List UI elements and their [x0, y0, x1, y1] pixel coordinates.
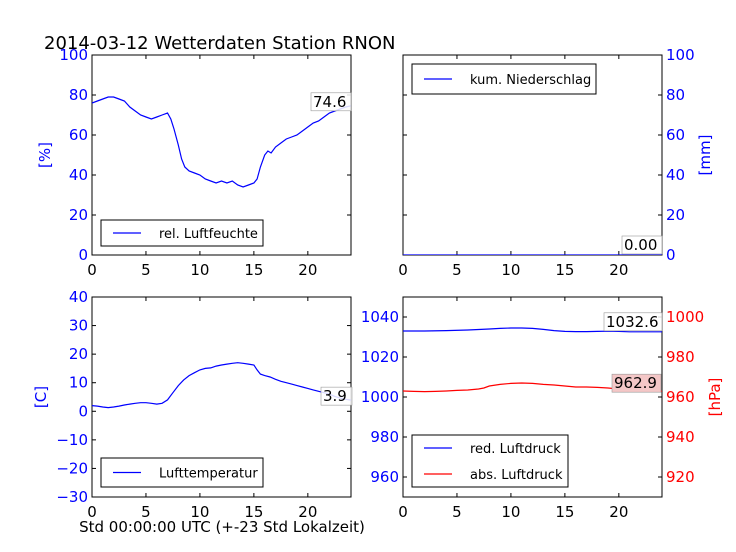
y-tick-label: 1040 [361, 308, 399, 326]
y-tick-label-right: 80 [666, 86, 685, 104]
x-tick-label: 5 [141, 261, 151, 279]
y-axis-label: [%] [36, 142, 54, 168]
page-title: 2014-03-12 Wetterdaten Station RNON [44, 33, 395, 54]
chart-panel-1: 0 5 10 15 20 0 20 40 60 80 100 [%] rel. Luftfeuchte 7… [36, 46, 352, 279]
x-tick-label: 10 [190, 261, 209, 279]
y-tick-label: 980 [370, 428, 399, 446]
y-tick-label: 10 [69, 374, 88, 392]
y-tick-label: 960 [370, 468, 399, 486]
y-tick-label-right: 940 [666, 428, 695, 446]
value-label: 1032.6 [606, 313, 659, 331]
y-tick-label-right: 60 [666, 126, 685, 144]
series-line-lufttemperatur [92, 362, 351, 409]
x-tick-label: 0 [87, 261, 97, 279]
value-label-box [611, 373, 662, 393]
y-tick-label: 30 [69, 317, 88, 335]
y-tick-label-right: 1000 [666, 308, 704, 326]
y-tick-label: 60 [69, 126, 88, 144]
value-label-box [310, 92, 352, 112]
x-tick-label: 10 [190, 503, 209, 521]
value-label: 3.9 [323, 387, 347, 405]
x-tick-label: 20 [298, 503, 317, 521]
x-tick-label: 15 [244, 503, 263, 521]
value-label: 74.6 [313, 93, 346, 111]
chart-panel-4: 0 5 10 15 20 960 980 1000 1020 1040 920 940 960 980 10… [361, 296, 724, 521]
legend-label: kum. Niederschlag [470, 73, 591, 88]
y-tick-label-right: 0 [666, 246, 676, 264]
plot-frame [91, 54, 352, 256]
legend-box [411, 434, 569, 488]
x-tick-label: 0 [87, 503, 97, 521]
y-tick-label-right: 980 [666, 348, 695, 366]
y-tick-label: 40 [69, 166, 88, 184]
series-line-rel-luftfeuchte [92, 96, 351, 188]
x-tick-label: 10 [501, 261, 520, 279]
legend-label: Lufttemperatur [159, 467, 258, 482]
x-tick-label: 5 [452, 261, 462, 279]
y-axis-label: [C] [32, 386, 50, 408]
x-tick-label: 20 [609, 261, 628, 279]
x-tick-label: 0 [398, 261, 408, 279]
y-tick-label-right: 920 [666, 468, 695, 486]
value-label: 0.00 [624, 236, 657, 254]
y-tick-label-right: 960 [666, 388, 695, 406]
legend-label: rel. Luftfeuchte [159, 227, 258, 242]
y-tick-label: 0 [78, 402, 88, 420]
y-tick-label: −10 [56, 431, 88, 449]
x-tick-label: 20 [609, 503, 628, 521]
y-tick-label-right: 40 [666, 166, 685, 184]
y-tick-label: 40 [69, 288, 88, 306]
y-tick-label: 80 [69, 86, 88, 104]
y-tick-label: 20 [69, 206, 88, 224]
y-tick-label: −30 [56, 488, 88, 506]
x-tick-label: 20 [298, 261, 317, 279]
x-tick-label: 0 [398, 503, 408, 521]
y-axis-label: [mm] [696, 135, 714, 176]
x-tick-label: 10 [501, 503, 520, 521]
y-axis-label: [hPa] [706, 378, 724, 417]
x-tick-label: 5 [452, 503, 462, 521]
y-tick-label-right: 20 [666, 206, 685, 224]
y-tick-label: 20 [69, 345, 88, 363]
x-tick-label: 5 [141, 503, 151, 521]
chart-panel-2: 0 5 10 15 20 0 20 40 60 80 100 [mm] kum. Niederschla… [398, 46, 714, 279]
value-label-box [603, 312, 663, 332]
chart-panel-3: 0 5 10 15 20 −30 −20 −10 0 10 20 30 40 [C] Std 00:00:0… [32, 288, 365, 536]
y-tick-label: 1020 [361, 348, 399, 366]
legend-label: abs. Luftdruck [470, 468, 563, 483]
x-axis-label: Std 00:00:00 UTC (+-23 Std Lokalzeit) [79, 518, 365, 536]
value-label: 962.9 [614, 374, 657, 392]
y-tick-label: −20 [56, 459, 88, 477]
x-tick-label: 15 [555, 503, 574, 521]
x-tick-label: 15 [555, 261, 574, 279]
y-tick-label: 100 [59, 46, 88, 64]
value-label-box [621, 235, 663, 255]
value-label-box [320, 386, 353, 406]
legend-label: red. Luftdruck [470, 442, 561, 457]
y-tick-label-right: 100 [666, 46, 695, 64]
series-line-red-luftdruck [403, 327, 662, 333]
y-tick-label: 1000 [361, 388, 399, 406]
x-tick-label: 15 [244, 261, 263, 279]
y-tick-label: 0 [78, 246, 88, 264]
